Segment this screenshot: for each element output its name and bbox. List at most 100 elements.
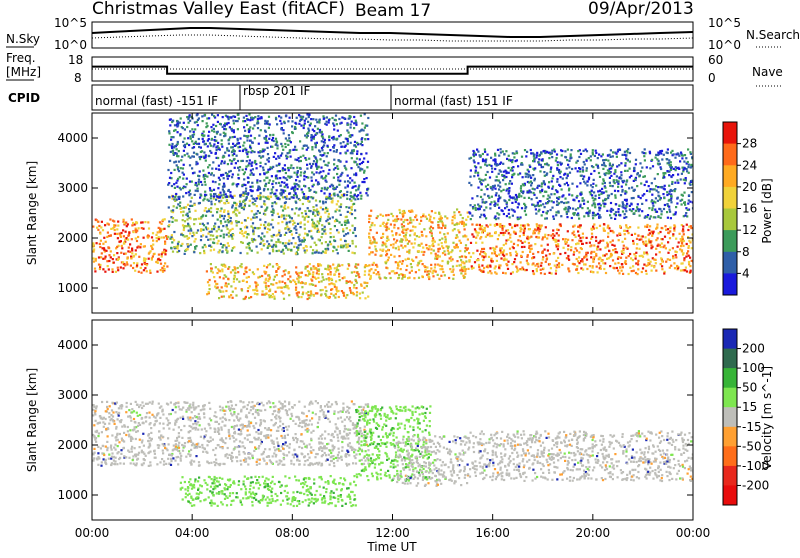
scatter-cell (583, 263, 585, 265)
scatter-cell (454, 224, 456, 226)
scatter-cell (540, 226, 542, 228)
scatter-cell (553, 218, 555, 220)
scatter-cell (533, 192, 535, 194)
scatter-cell (626, 230, 628, 232)
scatter-cell (366, 177, 368, 179)
scatter-cell (621, 186, 623, 188)
scatter-cell (618, 164, 620, 166)
scatter-cell (191, 128, 193, 130)
scatter-cell (245, 231, 247, 233)
scatter-cell (223, 236, 225, 238)
scatter-cell (491, 196, 493, 198)
scatter-cell (308, 271, 310, 273)
scatter-cell (116, 246, 118, 248)
scatter-cell (398, 255, 400, 257)
scatter-cell (446, 217, 448, 219)
scatter-cell (655, 259, 657, 261)
scatter-cell (385, 254, 387, 256)
scatter-cell (283, 182, 285, 184)
scatter-cell (186, 183, 188, 185)
scatter-cell (293, 227, 295, 229)
scatter-cell (465, 244, 467, 246)
scatter-cell (296, 183, 298, 185)
scatter-cell (689, 184, 691, 186)
scatter-cell (245, 135, 247, 137)
scatter-cell (92, 257, 94, 259)
scatter-cell (133, 255, 135, 257)
scatter-cell (468, 158, 470, 160)
scatter-cell (687, 166, 689, 168)
scatter-cell (408, 251, 410, 253)
scatter-cell (373, 272, 375, 274)
scatter-cell (333, 246, 335, 248)
scatter-cell (233, 131, 235, 133)
scatter-cell (252, 186, 254, 188)
scatter-cell (515, 251, 517, 253)
scatter-cell (338, 210, 340, 212)
scatter-cell (505, 263, 507, 265)
scatter-cell (347, 268, 349, 270)
scatter-cell (207, 140, 209, 142)
scatter-cell (271, 183, 273, 185)
scatter-cell (686, 243, 688, 245)
scatter-cell (238, 221, 240, 223)
scatter-cell (398, 246, 400, 248)
scatter-cell (442, 222, 444, 224)
scatter-cell (609, 182, 611, 184)
scatter-cell (394, 224, 396, 226)
scatter-cell (589, 265, 591, 267)
scatter-cell (592, 212, 594, 214)
scatter-cell (172, 195, 174, 197)
scatter-cell (295, 207, 297, 209)
scatter-cell (99, 243, 101, 245)
scatter-cell (405, 239, 407, 241)
scatter-cell (439, 232, 441, 234)
scatter-cell (284, 205, 286, 207)
freq-left-tick-top: 18 (68, 53, 83, 67)
scatter-cell (138, 256, 140, 258)
scatter-cell (390, 213, 392, 215)
scatter-cell (410, 219, 412, 221)
scatter-cell (560, 215, 562, 217)
scatter-cell (329, 218, 331, 220)
scatter-cell (270, 196, 272, 198)
scatter-cell (480, 196, 482, 198)
scatter-cell (173, 205, 175, 207)
scatter-cell (491, 189, 493, 191)
scatter-cell (356, 153, 358, 155)
scatter-cell (202, 120, 204, 122)
scatter-cell (254, 200, 256, 202)
scatter-cell (545, 261, 547, 263)
scatter-cell (168, 206, 170, 208)
scatter-cell (418, 269, 420, 271)
scatter-cell (200, 217, 202, 219)
scatter-cell (372, 264, 374, 266)
scatter-cell (601, 260, 603, 262)
scatter-cell (410, 263, 412, 265)
scatter-cell (322, 170, 324, 172)
scatter-cell (213, 193, 215, 195)
scatter-cell (229, 159, 231, 161)
scatter-cell (650, 244, 652, 246)
scatter-cell (599, 225, 601, 227)
scatter-cell (484, 148, 486, 150)
scatter-cell (570, 249, 572, 251)
scatter-cell (296, 278, 298, 280)
scatter-cell (166, 238, 168, 240)
scatter-cell (315, 191, 317, 193)
scatter-cell (431, 210, 433, 212)
scatter-cell (534, 228, 536, 230)
scatter-cell (325, 278, 327, 280)
scatter-cell (489, 203, 491, 205)
scatter-cell (295, 202, 297, 204)
scatter-cell (395, 247, 397, 249)
scatter-cell (203, 250, 205, 252)
scatter-cell (501, 247, 503, 249)
scatter-cell (272, 266, 274, 268)
scatter-cell (312, 129, 314, 131)
scatter-cell (101, 221, 103, 223)
scatter-cell (197, 163, 199, 165)
scatter-cell (633, 212, 635, 214)
scatter-cell (277, 213, 279, 215)
scatter-cell (218, 228, 220, 230)
